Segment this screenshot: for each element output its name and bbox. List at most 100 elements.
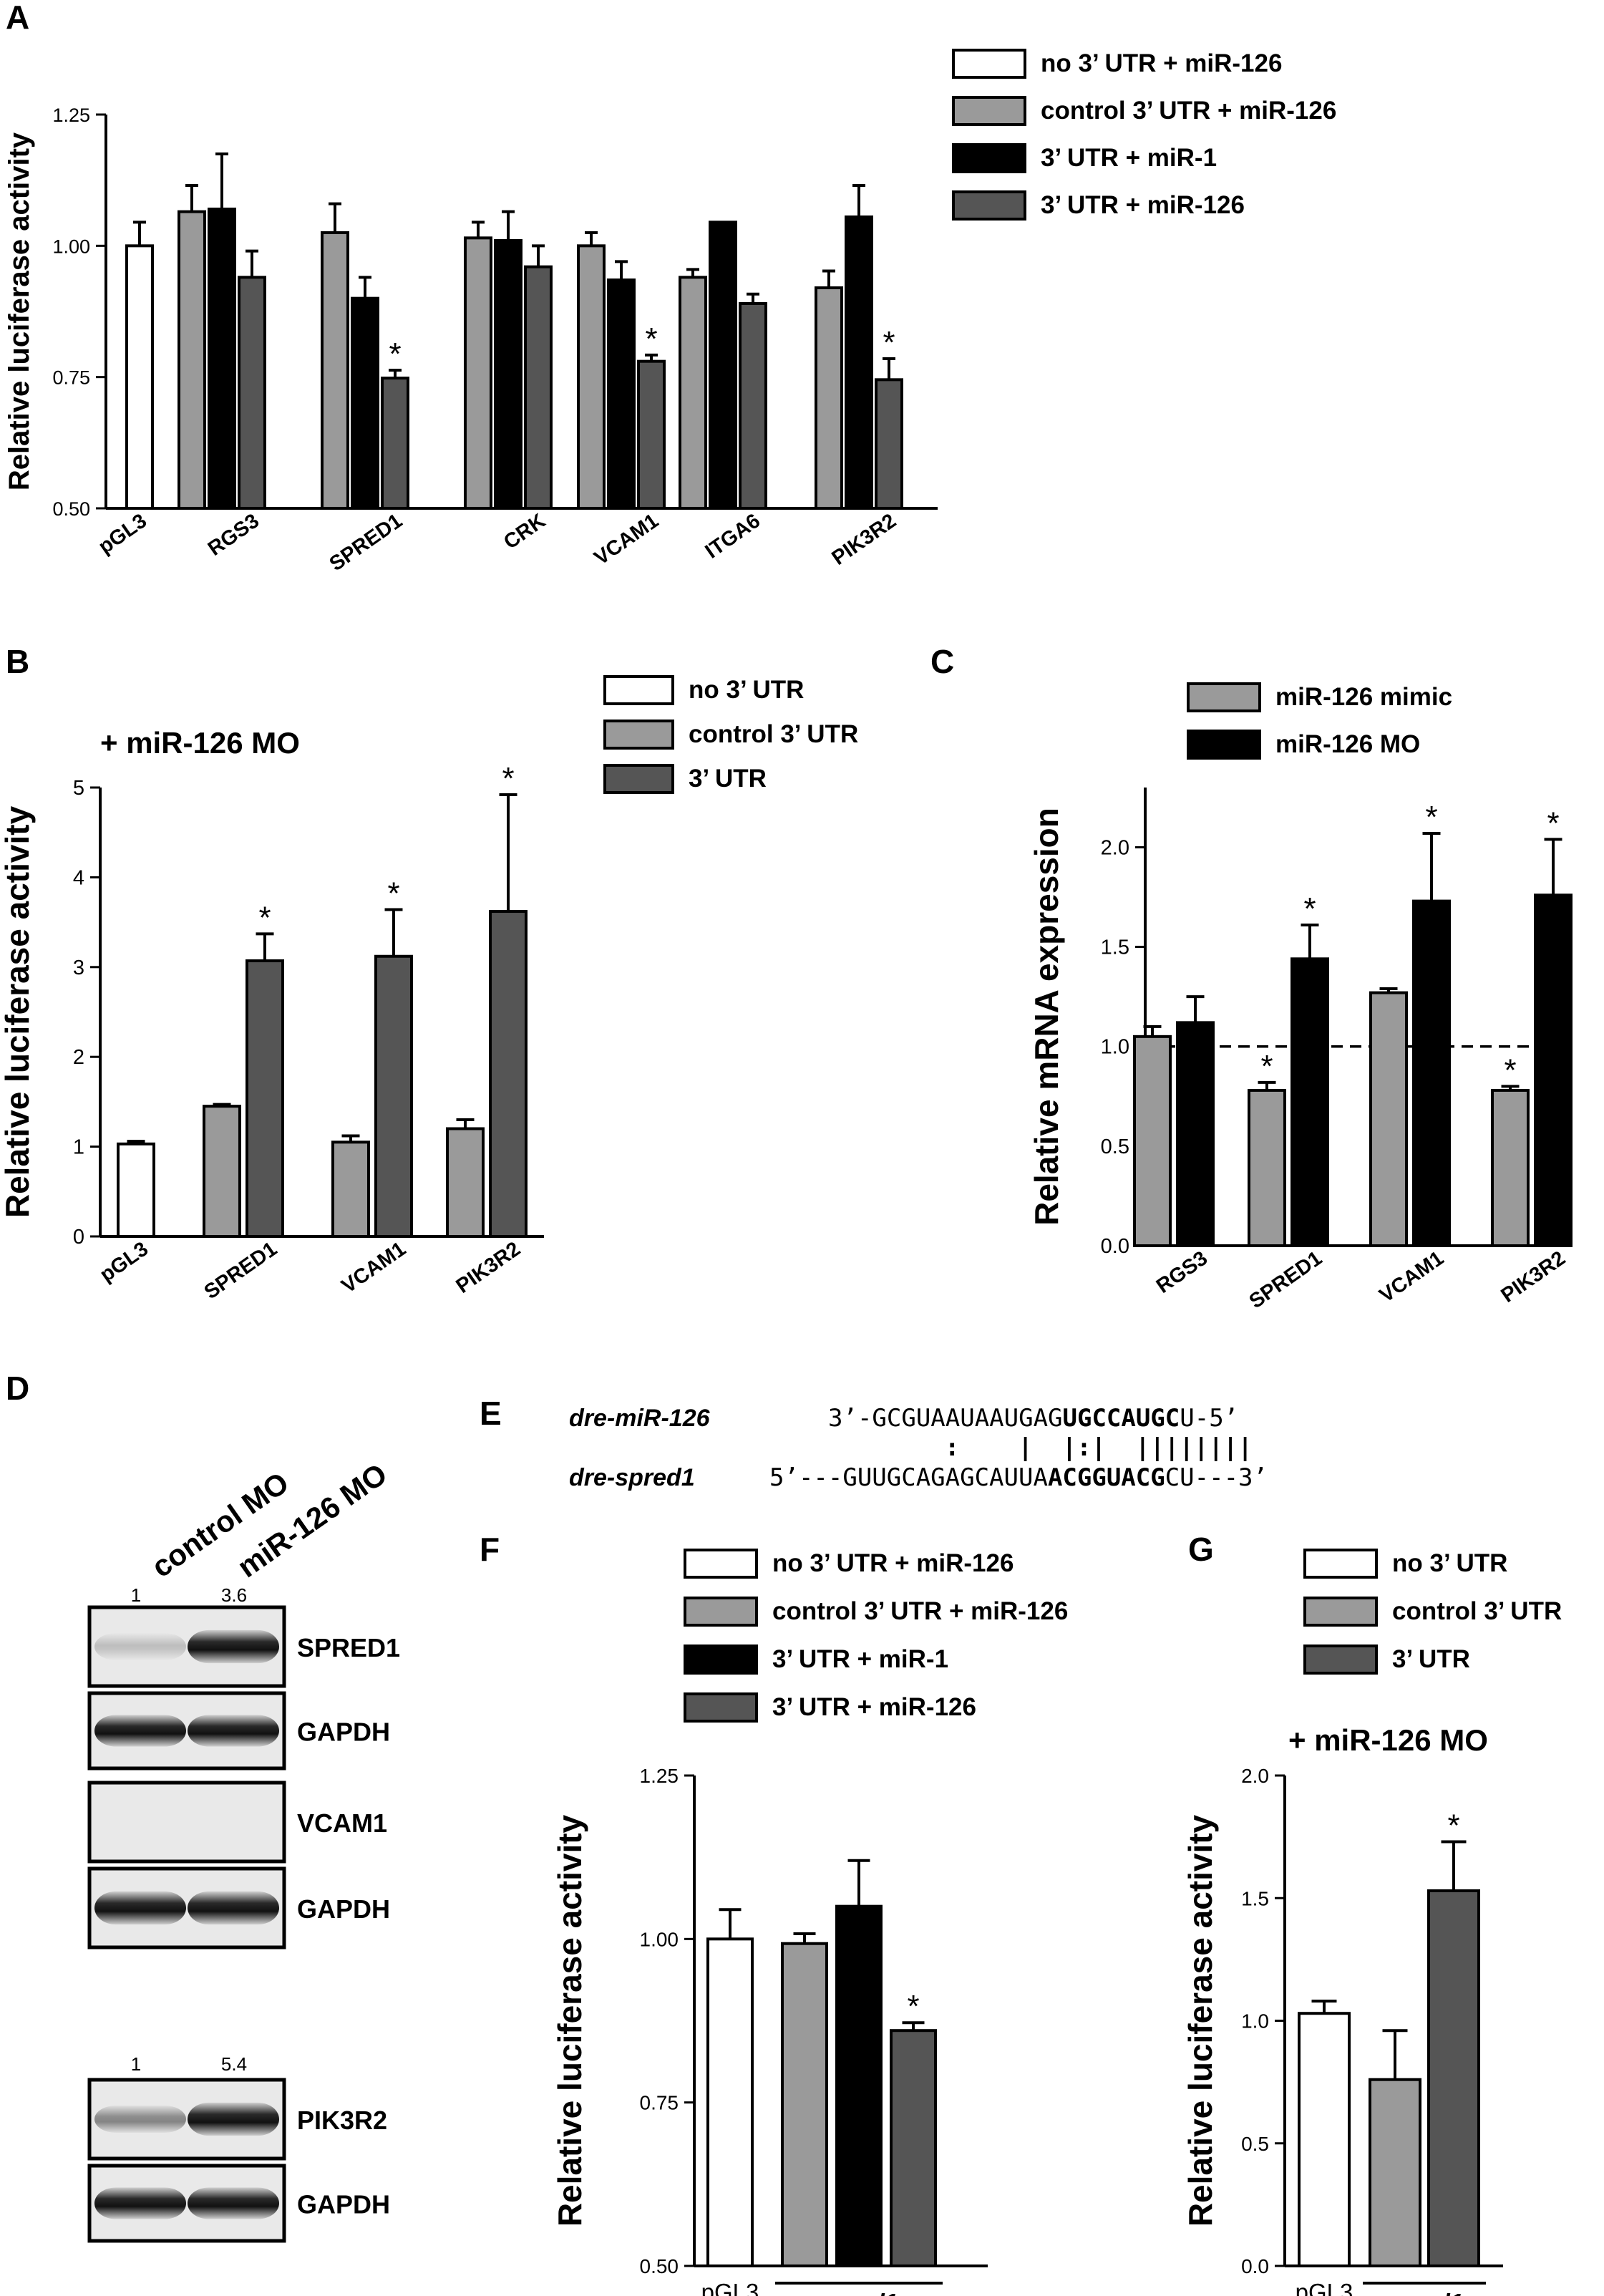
blot-band: [94, 2187, 186, 2219]
bar: [203, 1105, 241, 1239]
legend-swatch: [684, 1692, 758, 1723]
legend-swatch: [684, 1645, 758, 1675]
y-tick-label: 0.0: [1101, 1235, 1129, 1258]
legend-label: miR-126 mimic: [1275, 683, 1452, 711]
bar: [238, 276, 266, 510]
y-tick-label: 1.0: [1101, 1036, 1129, 1059]
legend-label: 3’ UTR + miR-126: [1041, 191, 1245, 219]
x-tick-label: VCAM1: [590, 510, 664, 570]
x-tick-label: SPRED1: [200, 1238, 281, 1304]
bar: [464, 236, 492, 510]
chart-panel-g: 0.0 0.5 1.0 1.5 2.0 Relative luciferase activ…: [1182, 1549, 1562, 2296]
legend-swatch: [1187, 682, 1261, 712]
bar: [1133, 1035, 1172, 1247]
bar: [709, 221, 737, 510]
significance-star: *: [1547, 805, 1559, 841]
sequence-alignment: dre-miR-126 dre-spred1 3’-GCGUAAUAAUGAGUGC…: [569, 1404, 1268, 1492]
y-tick-label: 1.00: [52, 236, 90, 257]
legend-label: no 3’ UTR: [689, 676, 804, 704]
chart-panel-a: 0.50 0.75 1.00 1.25 Relative luciferase acti…: [4, 49, 1336, 576]
y-tick-label: 1.5: [1101, 936, 1129, 959]
bar: [739, 302, 767, 510]
bar: [1248, 1088, 1286, 1248]
legend-label: no 3’ UTR + miR-126: [1041, 49, 1282, 77]
x-tick-label: PIK3R2: [1497, 1247, 1570, 1307]
blot-column-label: miR-126 MO: [231, 1457, 393, 1584]
bar: [178, 210, 206, 510]
legend-swatch: [684, 1597, 758, 1627]
bar: [1412, 899, 1451, 1247]
significance-star: *: [1303, 891, 1316, 926]
blot-row-label: SPRED1: [297, 1633, 400, 1662]
legend-label: control 3’ UTR + miR-126: [772, 1597, 1068, 1625]
legend-swatch: [603, 764, 674, 794]
significance-star: *: [258, 900, 271, 935]
y-tick-label: 1.0: [1241, 2010, 1269, 2033]
bar: [875, 378, 903, 510]
bar: [1534, 893, 1573, 1247]
bar: [679, 276, 707, 510]
sequence-segment: UGCCAUGC: [1063, 1404, 1180, 1433]
bar: [331, 1140, 370, 1238]
y-tick-label: 2.0: [1101, 836, 1129, 859]
blot-band: [94, 1891, 186, 1925]
target-name: dre-spred1: [569, 1464, 695, 1491]
panel-letter-f: F: [480, 1531, 500, 1568]
bar: [489, 910, 528, 1238]
y-tick-label: 0.75: [52, 367, 90, 389]
x-tick-label: ITGA6: [701, 510, 764, 563]
y-tick-label: 3: [73, 956, 84, 979]
sequence-segment: U-5’: [1180, 1404, 1238, 1433]
blot-row-label: VCAM1: [297, 1808, 387, 1838]
legend-swatch: [603, 720, 674, 750]
y-tick-label: 1: [73, 1136, 84, 1159]
y-tick-label: 0.0: [1241, 2255, 1269, 2277]
blot-strip: [87, 1781, 286, 1864]
bar: [321, 231, 349, 510]
legend-label: control 3’ UTR: [1392, 1597, 1562, 1625]
x-tick-label: VCAM1: [1376, 1247, 1449, 1307]
significance-star: *: [907, 1989, 919, 2024]
blot-band: [94, 1715, 186, 1747]
significance-star: *: [645, 321, 657, 357]
bar: [1427, 1889, 1480, 2268]
legend-label: 3’ UTR: [1392, 1645, 1470, 1673]
sequence-segment: ACGGUACG: [1048, 1463, 1165, 1492]
y-tick-label: 2.0: [1241, 1765, 1269, 1787]
bar: [706, 1937, 754, 2267]
mirna-name: dre-miR-126: [569, 1405, 711, 1432]
y-axis-label: Relative luciferase activity: [4, 132, 35, 490]
chart-panel-f: 0.50 0.75 1.00 1.25 Relative luciferase acti…: [551, 1549, 1068, 2296]
sequence-segment: CU---3’: [1165, 1463, 1268, 1492]
legend-label: control 3’ UTR: [689, 720, 858, 748]
chart-panel-c: 0.0 0.5 1.0 1.5 2.0 Relative mRNA expression *…: [1028, 682, 1573, 1313]
y-tick-label: 0.50: [640, 2255, 679, 2277]
panel-letter-b: B: [6, 643, 29, 680]
y-tick-label: 1.00: [640, 1928, 679, 1950]
x-tick-label: pGL3: [701, 2279, 759, 2296]
panel-letter-e: E: [480, 1395, 502, 1432]
chart-panel-b: 0 1 2 3 4 5 Relative luciferase activity * * * pGL…: [0, 675, 858, 1304]
legend-swatch: [952, 49, 1026, 79]
significance-star: *: [1260, 1049, 1273, 1084]
panel-letter-c: C: [930, 643, 954, 680]
bar: [1176, 1021, 1215, 1247]
blot-quant: 3.6: [221, 1584, 247, 1606]
x-tick-label: CRK: [500, 509, 550, 553]
bar: [835, 1904, 883, 2268]
x-tick-label: spred1: [1386, 2289, 1463, 2296]
y-axis-label: Relative mRNA expression: [1028, 808, 1065, 1226]
legend-label: 3’ UTR + miR-1: [772, 1645, 948, 1673]
legend-label: 3’ UTR + miR-126: [772, 1693, 976, 1721]
y-axis-label: Relative luciferase activity: [1182, 1814, 1219, 2227]
legend-swatch: [952, 96, 1026, 126]
legend-label: miR-126 MO: [1275, 730, 1420, 758]
legend-swatch: [603, 675, 674, 705]
blot-band: [94, 2106, 186, 2133]
legend-swatch: [952, 143, 1026, 173]
legend-label: no 3’ UTR + miR-126: [772, 1549, 1014, 1577]
y-tick-label: 0: [73, 1226, 84, 1249]
x-tick-label: pGL3: [94, 510, 151, 559]
significance-star: *: [883, 325, 895, 360]
